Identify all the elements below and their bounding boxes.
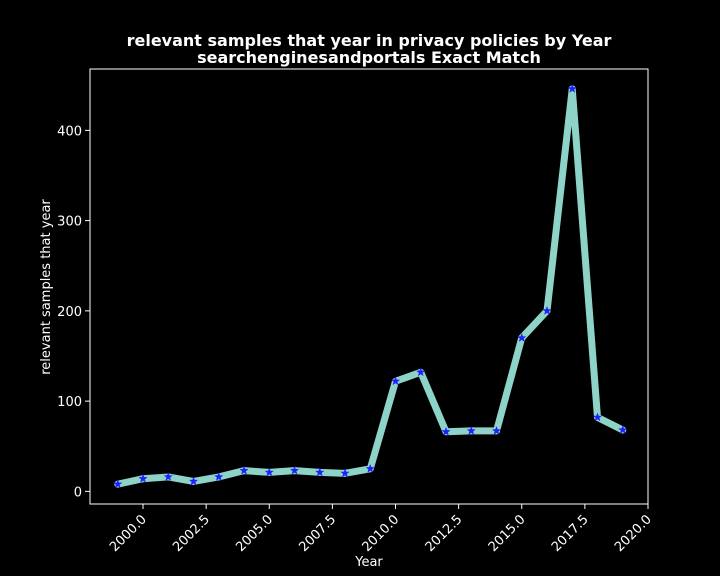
data-point-marker [315, 467, 325, 477]
data-point-marker [264, 467, 274, 477]
y-tick-label: 400 [57, 124, 82, 139]
data-point-marker [567, 83, 577, 93]
chart-subtitle: searchenginesandportals Exact Match [197, 48, 541, 67]
data-point-marker [188, 476, 199, 486]
data-point-marker [416, 367, 426, 377]
data-point-marker [466, 425, 476, 435]
data-point-marker [592, 412, 603, 422]
y-axis-label: relevant samples that year [39, 199, 54, 375]
data-point-marker [618, 425, 628, 434]
data-point-marker [491, 425, 502, 435]
data-point-marker [214, 471, 224, 481]
x-axis-label: Year [354, 555, 383, 570]
data-point-marker [390, 376, 401, 386]
data-point-marker [239, 465, 249, 475]
plot-area [113, 83, 628, 489]
data-point-marker [365, 463, 375, 473]
data-point-marker [113, 479, 123, 489]
data-point-marker [340, 468, 350, 478]
y-tick-label: 0 [74, 485, 82, 500]
data-point-marker [542, 305, 552, 315]
data-point-marker [517, 332, 527, 342]
axes-frame [89, 68, 649, 505]
data-point-marker [163, 471, 173, 481]
chart-title: relevant samples that year in privacy po… [127, 31, 612, 50]
data-point-marker [138, 473, 148, 483]
data-point-marker [441, 426, 451, 436]
y-tick-label: 200 [57, 305, 82, 320]
data-point-marker [289, 465, 300, 475]
y-tick-label: 300 [57, 215, 82, 230]
y-tick-label: 100 [57, 395, 82, 410]
